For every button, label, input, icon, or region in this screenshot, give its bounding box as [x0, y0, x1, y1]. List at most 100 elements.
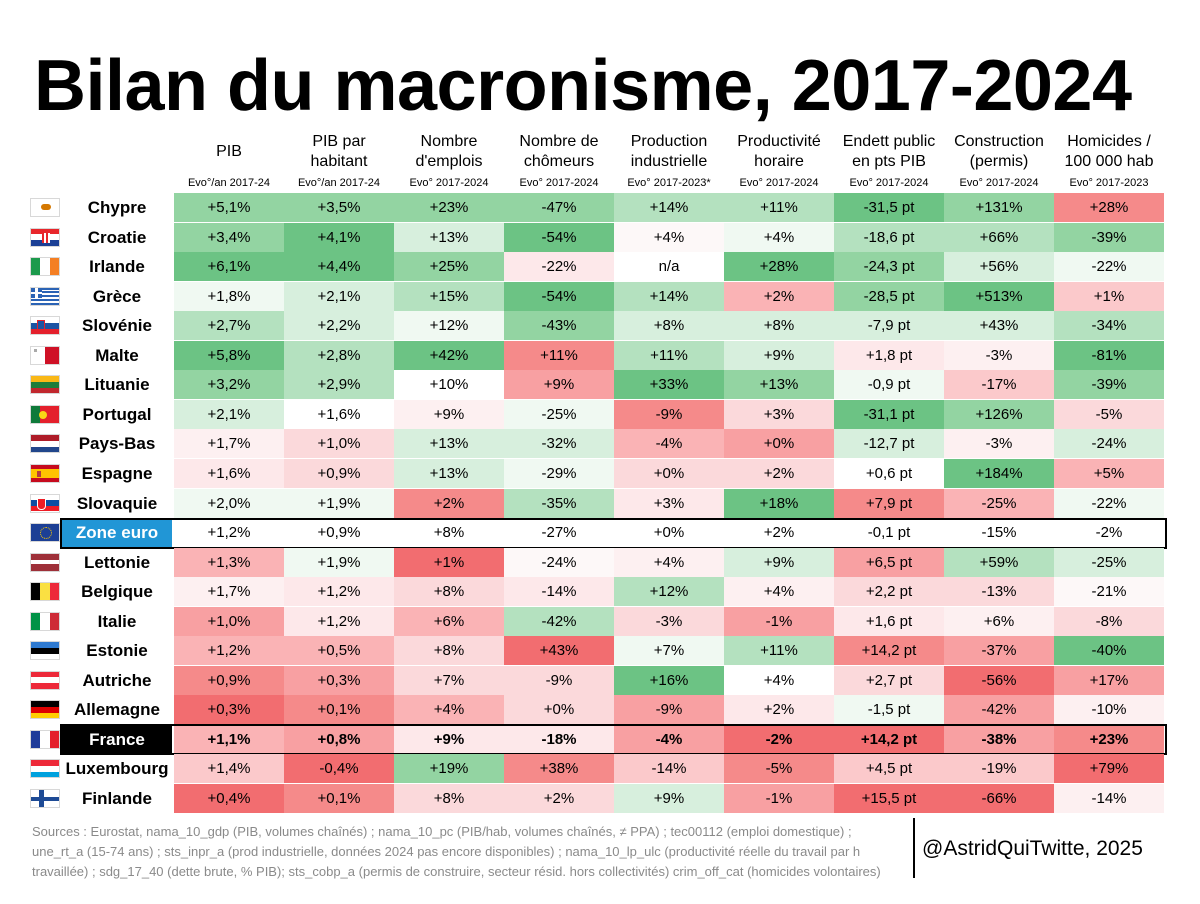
table-cell: -0,1 pt [834, 518, 944, 548]
italy-flag [30, 611, 60, 631]
table-cell: +9% [394, 724, 504, 754]
table-cell: -37% [944, 636, 1054, 666]
table-cell: +0,5% [284, 636, 394, 666]
table-cell: -1% [724, 606, 834, 636]
table-cell: -47% [504, 193, 614, 222]
table-cell: -27% [504, 518, 614, 548]
table-cell: -9% [504, 665, 614, 695]
table-cell: +2% [504, 784, 614, 813]
country-label: Portugal [82, 404, 152, 424]
table-cell: +0,8% [284, 724, 394, 754]
greece-flag [30, 286, 60, 306]
table-cell: +2% [724, 281, 834, 311]
column-subheader: Evo° 2017-2024 [849, 177, 929, 189]
column-subheader: Evo° 2017-2023 [1069, 177, 1149, 189]
table-cell: -25% [504, 399, 614, 429]
table-cell: +2% [724, 518, 834, 548]
table-cell: +0% [614, 458, 724, 488]
table-cell: +5,1% [174, 193, 284, 222]
lithuania-flag [30, 375, 60, 395]
country-label: Lituanie [84, 375, 150, 395]
table-cell: +11% [724, 636, 834, 666]
table-cell: +5% [1054, 458, 1164, 488]
finland-flag [30, 789, 60, 808]
table-cell: +33% [614, 370, 724, 400]
table-cell: -18% [504, 724, 614, 754]
table-cell: +0,1% [284, 784, 394, 813]
table-cell: -0,9 pt [834, 370, 944, 400]
country-label: Chypre [87, 198, 147, 217]
column-header: Production industrielle [630, 133, 708, 170]
table-cell: -22% [504, 252, 614, 282]
table-cell: +17% [1054, 665, 1164, 695]
estonia-flag [30, 641, 60, 661]
table-cell: +1,0% [284, 429, 394, 459]
table-cell: +1,0% [174, 606, 284, 636]
table-cell: -7,9 pt [834, 311, 944, 341]
table-cell: +4% [724, 577, 834, 607]
country-label: Grèce [92, 286, 142, 306]
spain-flag [30, 463, 60, 483]
table-cell: +79% [1054, 754, 1164, 784]
table-cell: +4% [724, 665, 834, 695]
cyprus-flag [30, 198, 60, 217]
table-cell: +5,8% [174, 340, 284, 370]
table-cell: +23% [1054, 724, 1164, 754]
table-cell: -1,5 pt [834, 695, 944, 725]
table-cell: +0,3% [174, 695, 284, 725]
table-cell: +4% [724, 222, 834, 252]
table-cell: +12% [614, 577, 724, 607]
country-label: Malte [95, 345, 139, 365]
table-cell: +8% [614, 311, 724, 341]
table-cell: +2,8% [284, 340, 394, 370]
country-label: Slovénie [82, 316, 152, 336]
table-cell: +1,7% [174, 429, 284, 459]
table-cell: +0,4% [174, 784, 284, 813]
table-cell: -8% [1054, 606, 1164, 636]
table-cell: +4% [614, 547, 724, 577]
table-cell: +1,2% [284, 606, 394, 636]
table-cell: +6% [394, 606, 504, 636]
table-cell: -25% [1054, 547, 1164, 577]
latvia-flag [30, 552, 60, 572]
table-cell: +14,2 pt [834, 636, 944, 666]
austria-flag [30, 670, 60, 690]
table-cell: +2% [724, 695, 834, 725]
column-header: PIB [216, 143, 242, 160]
table-cell: -9% [614, 695, 724, 725]
croatia-flag [30, 227, 60, 247]
table-cell: -28,5 pt [834, 281, 944, 311]
table-cell: -38% [944, 724, 1054, 754]
country-label: Allemagne [74, 700, 160, 720]
author-credit: @AstridQuiTwitte, 2025 [922, 837, 1143, 860]
table-cell: +184% [944, 458, 1054, 488]
table-cell: +2% [724, 458, 834, 488]
table-cell: +126% [944, 399, 1054, 429]
luxembourg-flag [30, 759, 60, 779]
table-cell: -3% [944, 340, 1054, 370]
table-cell: +3,4% [174, 222, 284, 252]
table-cell: +14% [614, 193, 724, 222]
column-subheader: Evo° 2017-2024 [959, 177, 1039, 189]
column-header: Homicides / 100 000 hab [1064, 133, 1154, 170]
table-cell: -42% [504, 606, 614, 636]
table-cell: +1,4% [174, 754, 284, 784]
table-cell: +14,2 pt [834, 724, 944, 754]
country-label: Slovaquie [76, 493, 158, 513]
country-label: Luxembourg [65, 759, 169, 779]
table-cell: +8% [724, 311, 834, 341]
table-cell: +4% [614, 222, 724, 252]
table-cell: +1,6% [174, 458, 284, 488]
table-cell: +513% [944, 281, 1054, 311]
table-cell: +11% [614, 340, 724, 370]
table-cell: +19% [394, 754, 504, 784]
table-cell: +1% [1054, 281, 1164, 311]
column-subheader: Evo°/an 2017-24 [297, 177, 381, 189]
table-cell: +0,9% [284, 518, 394, 548]
divider [913, 818, 915, 878]
table-cell: +7,9 pt [834, 488, 944, 518]
table-cell: -40% [1054, 636, 1164, 666]
table-cell: -17% [944, 370, 1054, 400]
table-cell: -15% [944, 518, 1054, 548]
table-cell: +9% [724, 340, 834, 370]
